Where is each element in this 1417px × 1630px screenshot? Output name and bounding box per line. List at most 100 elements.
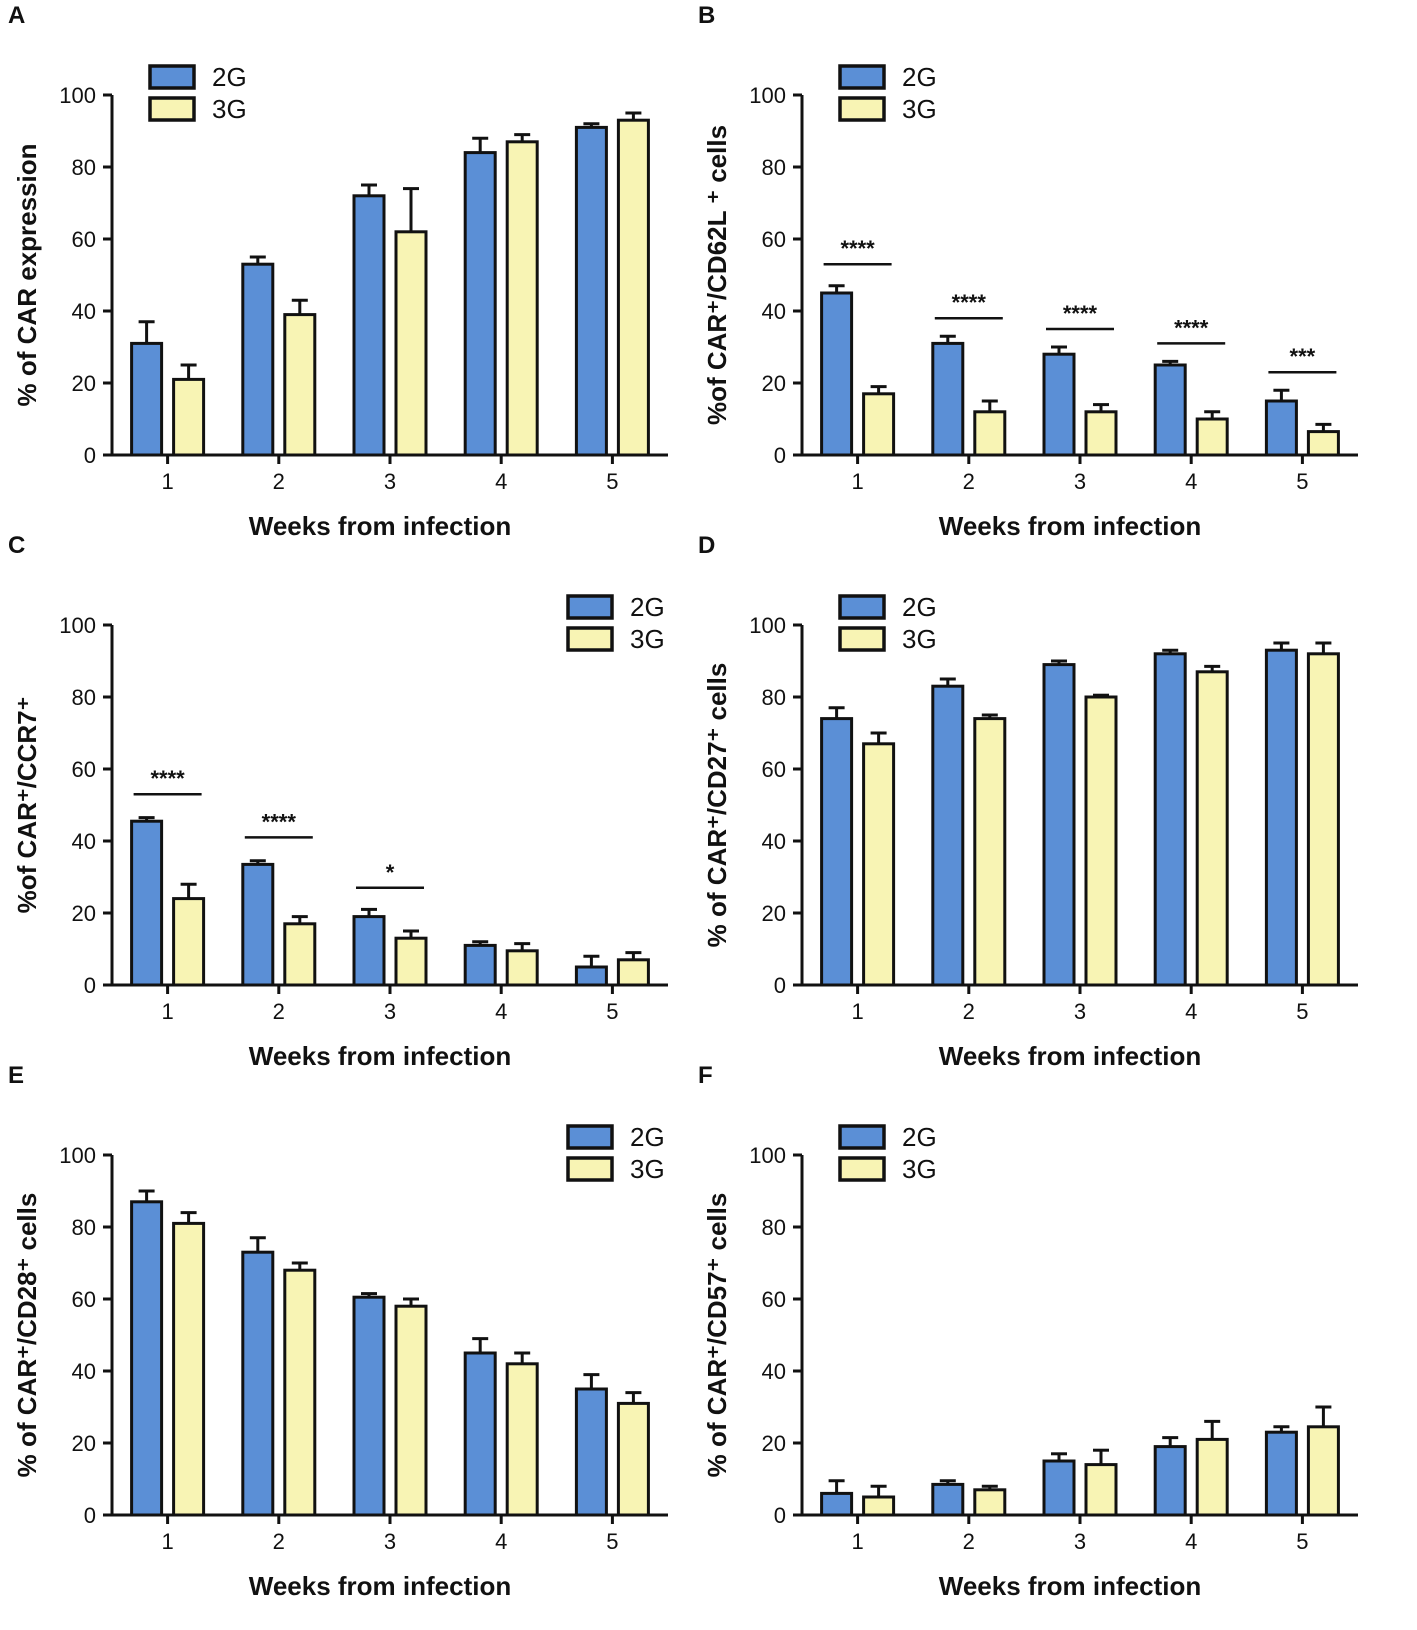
legend-label: 2G <box>630 1122 665 1152</box>
chart-panel-f: F 0 20 40 60 80 100 1 2 3 4 5 2G 3G Weeks from infect… <box>690 1060 1398 1601</box>
bar-3g-week-3 <box>394 1304 428 1517</box>
legend-swatch-2g <box>838 64 886 90</box>
x-tick-label: 4 <box>1185 469 1197 494</box>
y-tick-label: 100 <box>749 83 786 108</box>
y-tick-label: 80 <box>72 155 96 180</box>
x-tick-label: 5 <box>1296 1529 1308 1554</box>
y-tick-label: 0 <box>84 973 96 998</box>
x-tick-label: 5 <box>606 999 618 1024</box>
legend-label: 3G <box>212 94 247 124</box>
x-axis-title: Weeks from infection <box>249 511 511 540</box>
y-tick-label: 60 <box>762 227 786 252</box>
y-tick-label: 20 <box>72 901 96 926</box>
bar-2g-week-5 <box>574 965 608 987</box>
y-tick-label: 80 <box>762 685 786 710</box>
x-tick-label: 2 <box>963 999 975 1024</box>
significance-label: **** <box>262 809 297 834</box>
y-tick-label: 20 <box>72 1431 96 1456</box>
y-tick-label: 80 <box>72 1215 96 1240</box>
bar-3g-week-3 <box>1084 410 1118 457</box>
bar-3g-week-1 <box>862 392 896 457</box>
bar-3g-week-5 <box>1306 1425 1340 1517</box>
bar-3g-week-1 <box>862 1495 896 1517</box>
bar-2g-week-4 <box>463 943 497 987</box>
bar-3g-week-5 <box>616 118 650 457</box>
bar-3g-week-1 <box>172 897 206 987</box>
y-tick-label: 80 <box>762 1215 786 1240</box>
y-tick-label: 100 <box>59 1143 96 1168</box>
bar-3g-week-4 <box>505 140 539 457</box>
bar-3g-week-1 <box>862 742 896 987</box>
y-tick-label: 60 <box>762 757 786 782</box>
legend-label: 2G <box>902 592 937 622</box>
x-tick-label: 5 <box>1296 999 1308 1024</box>
bar-3g-week-4 <box>505 1362 539 1517</box>
legend-label: 3G <box>902 94 937 124</box>
x-axis-title: Weeks from infection <box>249 1571 511 1601</box>
significance-label: **** <box>840 236 875 261</box>
bar-3g-week-2 <box>973 717 1007 987</box>
chart-panel-a: A 0 20 40 60 80 100 1 2 3 4 5 2G 3G Weeks from infect… <box>0 0 708 540</box>
legend-swatch-2g <box>838 1124 886 1150</box>
y-tick-label: 60 <box>72 757 96 782</box>
bar-2g-week-4 <box>1153 363 1187 457</box>
bar-3g-week-4 <box>1195 670 1229 987</box>
x-axis-title: Weeks from infection <box>939 511 1201 540</box>
y-tick-label: 0 <box>774 443 786 468</box>
y-tick-label: 40 <box>72 829 96 854</box>
y-tick-label: 100 <box>59 83 96 108</box>
bar-3g-week-2 <box>973 1488 1007 1517</box>
legend-swatch-3g <box>148 96 196 122</box>
legend-swatch-3g <box>566 1156 614 1182</box>
x-tick-label: 1 <box>161 1529 173 1554</box>
significance-label: **** <box>952 290 987 315</box>
bar-3g-week-2 <box>973 410 1007 457</box>
x-tick-label: 3 <box>384 1529 396 1554</box>
bar-2g-week-5 <box>1264 1430 1298 1517</box>
x-tick-label: 3 <box>384 469 396 494</box>
bar-3g-week-4 <box>505 949 539 987</box>
y-tick-label: 0 <box>774 1503 786 1528</box>
legend-label: 2G <box>630 592 665 622</box>
panel-letter: E <box>8 1062 25 1089</box>
y-tick-label: 60 <box>762 1287 786 1312</box>
y-tick-label: 80 <box>72 685 96 710</box>
y-axis-title: %of CAR⁺/CCR7⁺ <box>12 697 42 914</box>
legend-swatch-3g <box>566 626 614 652</box>
y-tick-label: 0 <box>84 443 96 468</box>
chart-panel-e: E 0 20 40 60 80 100 1 2 3 4 5 2G 3G Weeks from infect… <box>0 1060 708 1601</box>
significance-label: * <box>386 860 395 885</box>
x-tick-label: 3 <box>1074 1529 1086 1554</box>
bar-3g-week-3 <box>1084 695 1118 987</box>
x-tick-label: 1 <box>161 999 173 1024</box>
panel-letter: D <box>698 532 716 559</box>
legend-swatch-2g <box>566 594 614 620</box>
x-tick-label: 2 <box>963 1529 975 1554</box>
bar-3g-week-5 <box>1306 652 1340 987</box>
panel-letter: A <box>8 2 26 29</box>
legend-label: 2G <box>902 1122 937 1152</box>
bar-3g-week-3 <box>1084 1463 1118 1517</box>
y-tick-label: 40 <box>762 299 786 324</box>
significance-label: **** <box>1063 301 1098 326</box>
significance-label: **** <box>1174 315 1209 340</box>
x-tick-label: 2 <box>273 1529 285 1554</box>
legend-label: 2G <box>902 62 937 92</box>
x-tick-label: 4 <box>1185 1529 1197 1554</box>
x-tick-label: 4 <box>495 469 507 494</box>
x-tick-label: 1 <box>161 469 173 494</box>
bar-3g-week-4 <box>1195 1437 1229 1517</box>
y-tick-label: 60 <box>72 1287 96 1312</box>
y-tick-label: 80 <box>762 155 786 180</box>
x-tick-label: 3 <box>384 999 396 1024</box>
bar-2g-week-4 <box>463 151 497 457</box>
bar-2g-week-3 <box>1042 352 1076 457</box>
bar-2g-week-2 <box>931 1482 965 1517</box>
bar-3g-week-1 <box>172 377 206 457</box>
bar-2g-week-1 <box>130 819 164 987</box>
